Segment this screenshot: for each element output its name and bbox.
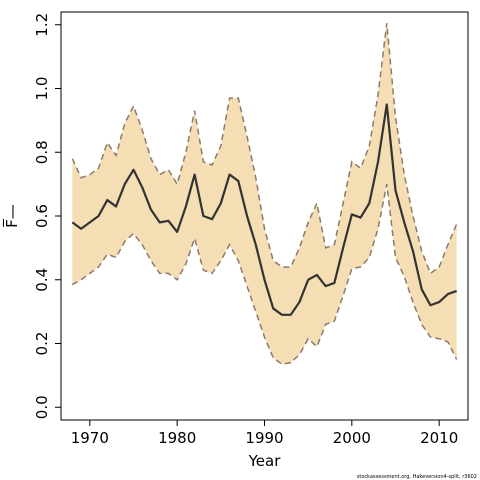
x-tick-label: 1970 [71, 429, 109, 447]
upper-bound-line [71, 23, 458, 275]
y-tick-label: 1.0 [33, 77, 51, 101]
y-axis: 0.0 0.2 0.4 0.6 0.8 1.0 1.2 [33, 13, 61, 419]
y-tick-label: 0.6 [33, 204, 51, 228]
x-tick-label: 1980 [158, 429, 196, 447]
x-axis-title: Year [248, 452, 282, 470]
y-tick-label: 0.4 [33, 268, 51, 292]
y-tick-label: 0.2 [33, 332, 51, 356]
estimate-line [71, 103, 458, 316]
y-axis-title: F̅— [2, 204, 21, 228]
confidence-band-layer [71, 23, 458, 366]
x-tick-label: 2010 [420, 429, 458, 447]
y-tick-label: 0.0 [33, 395, 51, 419]
x-tick-label: 2000 [333, 429, 371, 447]
confidence-band [72, 23, 457, 365]
y-tick-label: 0.8 [33, 140, 51, 164]
y-tick-label: 1.2 [33, 13, 51, 37]
estimate-line-layer [71, 103, 458, 316]
x-tick-label: 1990 [245, 429, 283, 447]
footnote: stockassessment.org, Hakeversion4-split,… [357, 474, 477, 480]
lower-bound-line [71, 183, 458, 366]
x-axis: 1970 1980 1990 2000 2010 [71, 420, 458, 447]
